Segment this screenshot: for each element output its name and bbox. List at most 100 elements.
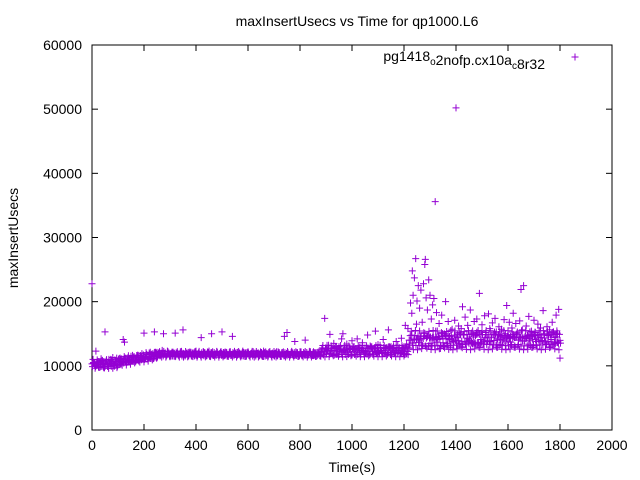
data-point xyxy=(384,326,392,334)
data-point xyxy=(484,346,492,354)
data-point xyxy=(451,327,459,335)
x-tick-label: 1800 xyxy=(544,437,575,453)
data-point xyxy=(421,260,429,268)
data-point xyxy=(480,345,488,353)
chart-title: maxInsertUsecs vs Time for qp1000.L6 xyxy=(236,13,479,29)
data-point xyxy=(539,327,547,335)
x-tick-label: 0 xyxy=(88,437,96,453)
data-point xyxy=(381,344,389,352)
data-point xyxy=(404,347,412,355)
data-point xyxy=(138,350,146,358)
data-point xyxy=(283,328,291,336)
legend: pg1418o2nofp.cx10ac8r32 xyxy=(383,48,579,72)
data-point xyxy=(150,328,158,336)
data-point xyxy=(553,327,561,335)
data-point xyxy=(552,311,560,319)
data-point xyxy=(413,297,421,305)
data-point xyxy=(435,319,443,327)
data-point xyxy=(517,285,525,293)
data-point xyxy=(524,345,532,353)
data-point xyxy=(408,267,416,275)
data-point xyxy=(431,198,439,206)
data-point xyxy=(469,327,477,335)
data-point xyxy=(404,351,412,359)
data-point xyxy=(530,316,538,324)
data-point xyxy=(478,321,486,329)
data-point xyxy=(488,345,496,353)
data-point xyxy=(534,320,542,328)
data-point xyxy=(438,311,446,319)
x-tick-label: 200 xyxy=(132,437,156,453)
data-point xyxy=(464,321,472,329)
data-point xyxy=(417,286,425,294)
data-point xyxy=(101,328,109,336)
y-tick-label: 60000 xyxy=(43,37,82,53)
data-point xyxy=(414,282,422,290)
data-point xyxy=(160,330,167,338)
data-point xyxy=(148,356,156,364)
data-point xyxy=(481,312,489,320)
data-point xyxy=(338,335,346,343)
data-point xyxy=(452,104,460,112)
data-point xyxy=(392,337,400,345)
y-tick-label: 10000 xyxy=(43,358,82,374)
y-axis: 0 10000 20000 30000 40000 50000 60000 xyxy=(43,37,612,438)
data-point xyxy=(280,332,288,340)
data-point xyxy=(169,348,177,356)
data-point xyxy=(457,325,465,333)
data-point xyxy=(348,337,356,345)
data-point xyxy=(379,336,387,344)
data-point xyxy=(473,315,481,323)
data-point xyxy=(430,294,438,302)
data-point xyxy=(435,345,443,353)
data-point xyxy=(467,346,475,354)
data-point xyxy=(443,328,451,336)
data-point xyxy=(498,345,506,353)
data-point xyxy=(334,352,342,360)
data-point xyxy=(551,345,559,353)
data-point xyxy=(421,255,429,263)
data-point xyxy=(475,289,483,297)
data-point xyxy=(291,337,299,345)
data-point xyxy=(432,338,440,346)
data-point xyxy=(557,339,565,347)
data-point xyxy=(416,304,424,312)
data-point xyxy=(522,322,530,330)
data-point xyxy=(475,343,483,351)
data-point xyxy=(121,338,128,346)
y-tick-label: 20000 xyxy=(43,294,82,310)
data-point xyxy=(197,334,205,342)
legend-marker xyxy=(571,53,579,61)
legend-label: pg1418o2nofp.cx10ac8r32 xyxy=(383,48,545,72)
data-point xyxy=(316,352,324,360)
data-point xyxy=(321,314,329,322)
data-point xyxy=(461,313,469,321)
data-point xyxy=(485,310,492,318)
data-point xyxy=(520,346,528,354)
data-point xyxy=(452,333,460,341)
data-point xyxy=(512,319,520,327)
data-point xyxy=(414,346,422,354)
data-point xyxy=(410,274,418,282)
data-point xyxy=(416,327,424,335)
data-point xyxy=(423,306,431,314)
data-point xyxy=(397,334,405,342)
data-point xyxy=(301,336,309,344)
data-point xyxy=(486,327,494,335)
data-point xyxy=(507,340,515,348)
data-points xyxy=(88,104,565,372)
data-point xyxy=(364,331,372,339)
data-point xyxy=(171,329,179,337)
data-point xyxy=(555,330,563,338)
data-point xyxy=(405,344,413,352)
data-point xyxy=(525,340,533,348)
data-point xyxy=(505,318,513,326)
data-point xyxy=(548,330,556,338)
data-point xyxy=(506,345,514,353)
data-point xyxy=(254,353,262,361)
data-point xyxy=(433,327,441,335)
x-axis-label: Time(s) xyxy=(329,459,376,475)
data-point xyxy=(228,332,236,340)
data-point xyxy=(326,330,334,338)
data-point xyxy=(88,280,96,288)
